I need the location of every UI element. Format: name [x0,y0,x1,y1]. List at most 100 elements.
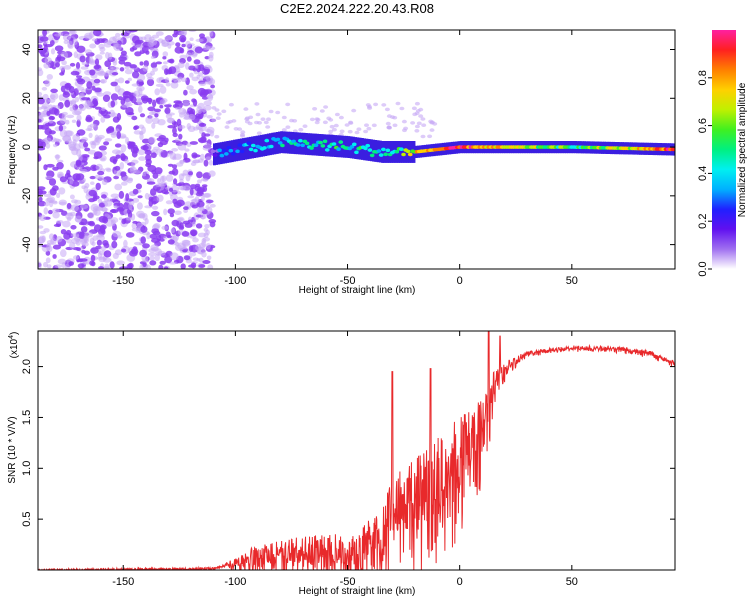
noise-dot [179,159,186,163]
noise-dot [93,224,102,232]
noise-dot [124,66,130,70]
noise-dot [136,97,141,104]
scatter-dot [410,121,416,125]
noise-dot [38,67,43,72]
scatter-dot [399,106,405,111]
noise-dot [52,254,57,259]
scatter-dot [421,123,427,127]
band-peak [210,149,216,154]
scatter-dot [418,114,424,118]
noise-dot [116,260,125,266]
scatter-dot [347,129,353,134]
scatter-dot [323,105,329,109]
noise-dot [73,143,81,152]
scatter-dot [215,116,221,120]
scatter-dot [331,127,337,132]
noise-dot [44,175,53,180]
noise-dot [165,82,171,87]
noise-dot [44,57,52,64]
noise-dot [187,107,193,114]
noise-dot [41,103,50,109]
noise-dot [45,257,51,264]
noise-dot [173,79,182,83]
band-peak [365,143,371,148]
noise-dot [149,47,158,51]
band-cell [298,132,302,155]
band-cell [242,138,245,160]
noise-dot [201,132,206,139]
noise-dot [191,98,197,103]
noise-dot [99,51,105,55]
noise-dot [75,159,82,166]
noise-dot [155,148,164,153]
y-tick-label: 1.0 [21,461,33,476]
scatter-dot [285,102,291,107]
noise-dot [144,149,152,155]
band-peak [230,151,236,156]
noise-dot [124,158,129,164]
noise-dot [207,264,214,269]
noise-dot [84,49,93,54]
noise-dot [109,65,114,74]
noise-dot [146,72,153,78]
noise-dot [208,31,214,37]
noise-dot [183,89,188,96]
noise-dot [39,214,46,222]
band-cell [246,137,250,160]
noise-dot [160,175,165,183]
noise-dot [90,181,95,185]
scatter-dot [211,118,217,123]
noise-dot [151,169,157,175]
noise-dot [138,81,144,86]
noise-dot [200,177,209,182]
noise-dot [142,259,150,263]
band-peak [331,142,337,146]
y-tick-label: -20 [21,188,33,204]
noise-dot [45,163,55,168]
noise-dot [189,88,198,95]
band-peak [313,143,319,147]
noise-dot [147,76,154,81]
noise-dot [55,154,60,161]
noise-dot [95,106,102,110]
noise-dot [172,132,178,138]
noise-dot [89,59,96,64]
noise-dot [177,143,187,151]
scatter-dot [367,106,373,110]
noise-dot [198,64,205,72]
spectrogram-data [38,30,675,269]
noise-dot [113,41,119,48]
band-cell [226,141,230,163]
noise-dot [159,260,166,265]
band-peak [363,146,368,151]
noise-dot [74,215,82,223]
noise-dot [196,200,205,208]
noise-dot [185,40,192,48]
scatter-dot [240,130,246,134]
noise-dot [154,113,159,118]
noise-dot [150,244,159,251]
noise-dot [81,241,89,247]
band-cell [266,133,270,156]
snr-y-multiplier-exponent: 4 [8,335,15,339]
noise-dot [144,192,150,200]
noise-dot [60,249,67,258]
scatter-dot [339,129,345,134]
noise-dot [113,205,118,209]
noise-dot [165,77,170,84]
scatter-dot [328,118,334,122]
band-peak [399,147,404,151]
scatter-dot [338,115,344,120]
y-tick-label: 40 [21,43,33,55]
noise-dot [191,160,201,164]
noise-dot [155,31,164,36]
noise-dot [70,70,80,76]
noise-dot [121,104,130,108]
noise-dot [86,81,93,89]
noise-dot [192,154,201,158]
noise-dot [140,236,146,244]
scatter-dot [333,123,339,128]
noise-dot [76,77,84,83]
spectrogram-panel: -150 -100 -50 0 50 -40 -20 0 20 40 Height of stra… [7,29,676,296]
